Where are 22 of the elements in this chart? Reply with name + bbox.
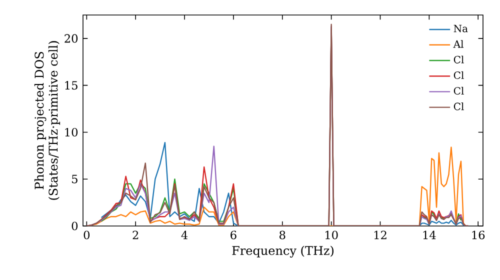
x-tick-label: 10 [325,230,338,240]
x-tick-label: 4 [181,230,188,240]
x-tick-label: 2 [132,230,138,240]
y-tick-label: 10 [65,128,78,137]
legend-label: Na [454,24,468,32]
x-tick-label: 16 [472,230,485,240]
y-tick-label: 20 [64,34,78,43]
x-tick-label: 8 [280,230,286,240]
legend-label: Al [453,40,464,48]
legend-label: Cl [454,86,464,95]
y-tick-label: 5 [72,174,78,184]
x-tick-label: 6 [230,230,236,240]
x-tick-label: 12 [374,230,386,240]
x-axis-title: Frequency (THz) [232,246,334,258]
legend-label: Cl [454,71,464,80]
legend-label: Cl [454,56,464,64]
y-tick-label: 0 [72,222,78,230]
x-tick-label: 14 [423,230,436,240]
x-tick-label: 0 [84,230,90,240]
y-axis-title: Phonon projected DOS (States/THz·primitive cell) [34,41,60,200]
y-tick-label: 15 [65,81,78,90]
legend-label: Cl [454,102,464,110]
